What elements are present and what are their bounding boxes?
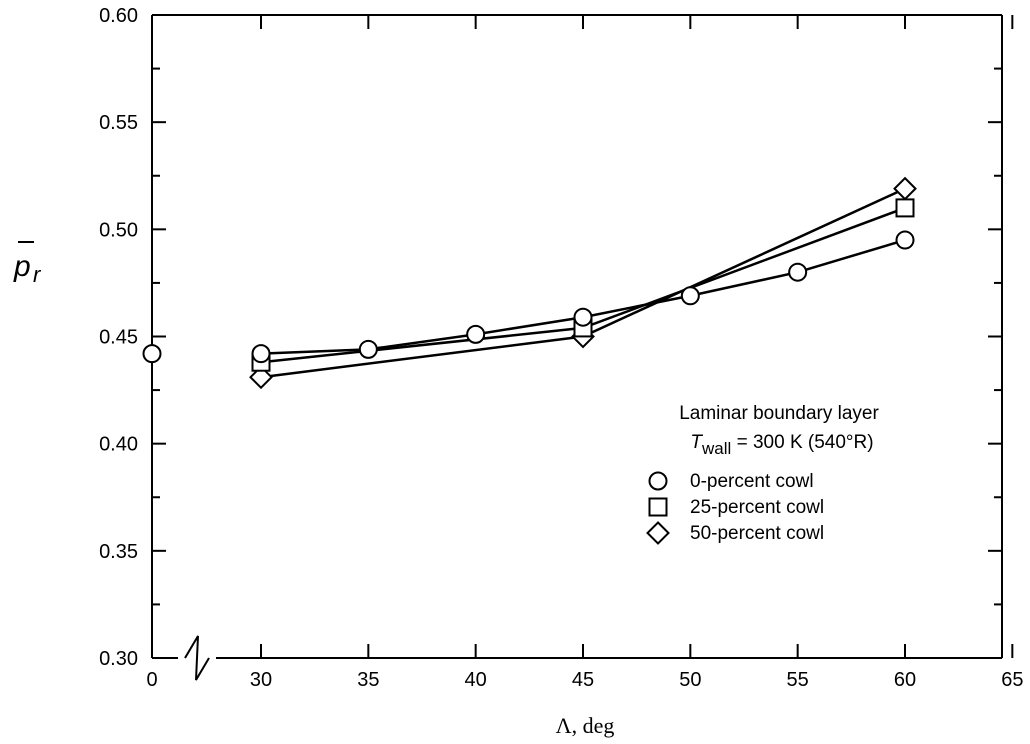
y-tick-label: 0.55: [99, 112, 138, 134]
x-tick-label: 35: [357, 669, 379, 691]
legend-subtitle: Twall = 300 K (540°R): [690, 432, 873, 458]
series-marks: [142, 176, 917, 390]
legend: Laminar boundary layer Twall = 300 K (54…: [646, 403, 879, 545]
y-tick-label: 0.60: [99, 5, 138, 27]
x-tick-label: 60: [894, 669, 916, 691]
y-tick-label: 0.30: [99, 648, 138, 670]
y-tick-label: 0.45: [99, 327, 138, 349]
y-tick-label: 0.40: [99, 434, 138, 456]
data-point-square: [895, 198, 915, 218]
axes: [151, 14, 1003, 681]
x-tick-label: 45: [572, 669, 594, 691]
y-axis-title-main: p: [13, 250, 31, 283]
data-point-circle: [358, 339, 378, 359]
data-point-circle: [788, 262, 808, 282]
series-lines: [260, 187, 906, 379]
x-axis-break: [184, 635, 210, 681]
data-point-circle: [895, 230, 915, 250]
data-point-circle: [573, 307, 593, 327]
legend-label: 0-percent cowl: [690, 471, 814, 492]
data-point-circle: [251, 344, 271, 364]
legend-label: 25-percent cowl: [690, 497, 824, 518]
legend-marker-diamond: [646, 521, 670, 545]
tick-labels: 0.30 0.35 0.40 0.45 0.50 0.55 0.60 0 30 35 40 45 50 5…: [99, 5, 1023, 691]
data-point-circle: [142, 344, 162, 364]
legend-marker-circle: [648, 471, 668, 491]
y-axis-title-sub: r: [33, 262, 42, 287]
legend-subtitle-symbol: T: [690, 432, 703, 453]
data-point-diamond: [893, 176, 917, 201]
legend-marker-square: [648, 497, 668, 517]
y-tick-label: 0.50: [99, 219, 138, 241]
y-axis-title: p r: [13, 241, 42, 287]
legend-title: Laminar boundary layer: [679, 403, 879, 424]
x-tick-label: 0: [146, 669, 157, 691]
legend-subtitle-subscript: wall: [701, 439, 731, 458]
x-tick-label: 50: [679, 669, 701, 691]
legend-subtitle-rest: = 300 K (540°R): [731, 432, 873, 453]
legend-items: 0-percent cowl 25-percent cowl 50-percent …: [646, 471, 824, 545]
y-tick-label: 0.35: [99, 541, 138, 563]
ticks: [152, 14, 1014, 659]
x-tick-label: 65: [1001, 669, 1023, 691]
x-tick-label: 40: [465, 669, 487, 691]
data-point-circle: [466, 324, 486, 344]
x-tick-label: 55: [787, 669, 809, 691]
x-tick-label: 30: [250, 669, 272, 691]
legend-label: 50-percent cowl: [690, 523, 824, 544]
data-point-circle: [680, 286, 700, 306]
x-axis-title: Λ, deg: [556, 713, 615, 738]
data-point-diamond: [249, 365, 273, 390]
